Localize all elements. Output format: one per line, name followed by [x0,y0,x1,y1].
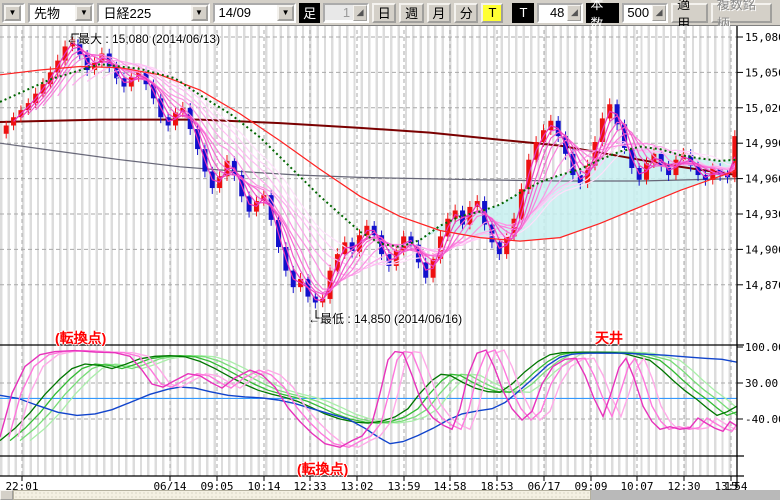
oscillator-blue-line [0,352,737,445]
time-axis-label: 10:14 [247,480,280,493]
period-day-button[interactable]: 日 [372,2,397,23]
chart-background-stripes [0,26,738,476]
ma-red-line [0,65,738,242]
contract-month-value: 14/09 [218,5,252,20]
tick-count-label: T [512,2,535,23]
time-axis-label: 06/17 [527,480,560,493]
price-axis-label: 14,930 [745,208,780,221]
spinner-icon[interactable]: ◢ [567,4,582,21]
scrollbar-thumb[interactable] [13,490,591,500]
time-axis-label: 13:54 [714,480,747,493]
oscillator-axis-label: 30.00 [745,377,778,390]
price-axis-label: 15,050 [745,66,780,79]
period-minute-button[interactable]: 分 [454,2,479,23]
bar-interval-stepper[interactable]: 1 ◢ [323,2,370,23]
bar-interval-value: 1 [325,5,354,20]
ma-ribbon-line [20,46,736,301]
price-axis-label: 14,870 [745,279,780,292]
horizontal-scrollbar [0,490,780,500]
price-chart: 15,080 15,050 15,020 14,990 14,960 14,930 14,9… [0,26,780,500]
scrollbar-track[interactable] [591,490,780,500]
price-axis-label: 15,020 [745,102,780,115]
time-axis-label: 13:02 [340,480,373,493]
period-month-button[interactable]: 月 [426,2,452,23]
turning-point-lower-label: (転換点) [297,461,349,477]
mini-dropdown[interactable]: ▼ [2,2,25,23]
time-axis-label: 13:59 [387,480,420,493]
ma-ribbon-line [13,42,736,302]
max-pointer-line [71,33,80,44]
instrument-type-value: 先物 [33,6,60,21]
instrument-type-select[interactable]: 先物 ▼ [27,2,95,23]
spinner-icon[interactable]: ◢ [353,4,368,21]
bar-count-label: 本数 [586,0,620,31]
time-axis-label: 18:53 [480,480,513,493]
scrollbar-left-button[interactable] [0,490,13,500]
turning-point-upper-label: (転換点) [55,330,107,346]
time-axis-label: 14:58 [433,480,466,493]
spinner-icon[interactable]: ◢ [652,4,667,21]
period-tick-button[interactable]: T [481,2,504,23]
price-axis-label: 14,990 [745,137,780,150]
apply-button[interactable]: 適用 [671,0,708,31]
chevron-down-icon[interactable]: ▼ [75,4,93,21]
oscillator-axis-label: 100.00 [745,341,780,354]
time-axis-label: 12:30 [667,480,700,493]
bar-count-stepper[interactable]: 500 ◢ [622,2,669,23]
ma-green-dotted-line [0,63,738,249]
oscillator-panel [0,349,737,449]
symbol-value: 日経225 [103,6,152,21]
chart-canvas: 15,080 15,050 15,020 14,990 14,960 14,930 14,9… [0,26,780,493]
max-price-annotation: ←最大 : 15,080 (2014/06/13) [66,32,221,46]
time-axis-label: 09:09 [574,480,607,493]
ma-band-fill [420,146,737,242]
oscillator-green-line [0,351,737,442]
tick-count-stepper[interactable]: 48 ◢ [537,2,584,23]
axes: 15,080 15,050 15,020 14,990 14,960 14,930 14,9… [0,26,780,493]
oscillator-green-line [19,351,737,442]
time-axis-label: 09:05 [200,480,233,493]
chevron-down-icon[interactable]: ▼ [277,4,295,21]
tick-count-value: 48 [549,5,565,20]
bar-count-value: 500 [627,5,650,20]
ma-ribbon-line [27,49,736,295]
oscillator-green-line [29,351,737,442]
bar-type-label: 足 [299,2,321,23]
multi-symbol-button[interactable]: 複数銘柄 [710,0,773,31]
symbol-select[interactable]: 日経225 ▼ [97,2,210,23]
toolbar: ▼ 先物 ▼ 日経225 ▼ 14/09 ▼ 足 1 ◢ 日 週 月 分 T T… [0,0,780,31]
time-axis-label: 10:07 [620,480,653,493]
time-axis-label: 15 [724,480,737,493]
price-axis-label: 14,960 [745,173,780,186]
price-axis-label: 15,080 [745,31,780,44]
time-axis-label: 12:33 [293,480,326,493]
time-axis-label: 06/14 [153,480,186,493]
price-axis-label: 14,900 [745,243,780,256]
time-axis-label: 22:01 [5,480,38,493]
gridlines [0,30,737,476]
oscillator-magenta-line [0,349,737,449]
candlestick-panel [0,37,738,309]
period-week-button[interactable]: 週 [399,2,424,23]
chevron-down-icon[interactable]: ▼ [4,4,21,21]
oscillator-axis-label: -40.00 [745,413,780,426]
contract-month-select[interactable]: 14/09 ▼ [212,2,297,23]
ceiling-label: 天井 [595,330,623,346]
min-pointer-line [315,310,322,319]
chevron-down-icon[interactable]: ▼ [190,4,208,21]
min-price-annotation: ←最低 : 14,850 (2014/06/16) [308,312,463,326]
